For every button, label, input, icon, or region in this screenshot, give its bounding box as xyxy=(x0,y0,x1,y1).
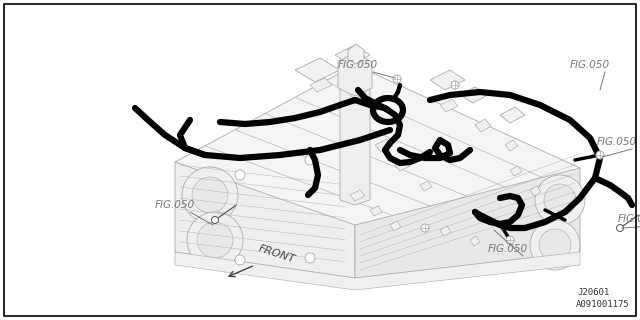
Circle shape xyxy=(451,81,459,89)
Polygon shape xyxy=(420,181,432,191)
Polygon shape xyxy=(175,162,355,278)
Circle shape xyxy=(506,236,514,244)
Text: FRONT: FRONT xyxy=(257,244,296,265)
Polygon shape xyxy=(530,186,541,196)
Polygon shape xyxy=(370,206,382,216)
Circle shape xyxy=(187,212,243,268)
Text: FIG.050: FIG.050 xyxy=(488,244,528,254)
Polygon shape xyxy=(505,140,518,151)
Polygon shape xyxy=(440,226,451,236)
Polygon shape xyxy=(395,160,410,171)
Circle shape xyxy=(596,151,604,159)
Polygon shape xyxy=(340,75,370,205)
Circle shape xyxy=(211,217,218,223)
Circle shape xyxy=(539,229,571,261)
Circle shape xyxy=(544,184,576,216)
Circle shape xyxy=(393,75,401,83)
Circle shape xyxy=(616,225,623,231)
Polygon shape xyxy=(500,107,525,123)
Polygon shape xyxy=(335,45,370,65)
Polygon shape xyxy=(460,87,488,103)
Polygon shape xyxy=(390,221,401,231)
Circle shape xyxy=(421,224,429,232)
Circle shape xyxy=(530,220,580,270)
Polygon shape xyxy=(510,166,522,176)
Polygon shape xyxy=(175,252,580,290)
Circle shape xyxy=(305,155,315,165)
Polygon shape xyxy=(348,44,364,64)
Circle shape xyxy=(197,222,233,258)
Text: FIG.050: FIG.050 xyxy=(597,137,637,147)
Polygon shape xyxy=(310,78,332,92)
Text: FIG.050: FIG.050 xyxy=(570,60,610,70)
Text: J20601: J20601 xyxy=(578,288,610,297)
Polygon shape xyxy=(338,52,372,96)
Circle shape xyxy=(182,167,238,223)
Polygon shape xyxy=(355,168,580,278)
Polygon shape xyxy=(175,65,580,265)
Polygon shape xyxy=(430,70,465,90)
Polygon shape xyxy=(475,119,491,132)
Polygon shape xyxy=(375,139,393,152)
Text: FIG.050: FIG.050 xyxy=(618,214,640,224)
Circle shape xyxy=(305,253,315,263)
Polygon shape xyxy=(348,86,366,99)
Circle shape xyxy=(192,177,228,213)
Polygon shape xyxy=(350,190,365,201)
Polygon shape xyxy=(470,236,480,246)
Text: A091001175: A091001175 xyxy=(576,300,630,309)
Polygon shape xyxy=(295,58,340,82)
Polygon shape xyxy=(440,99,458,112)
Text: FIG.050: FIG.050 xyxy=(338,60,378,70)
Text: FIG.050: FIG.050 xyxy=(155,200,195,210)
Circle shape xyxy=(235,170,245,180)
Circle shape xyxy=(235,255,245,265)
Circle shape xyxy=(535,175,585,225)
